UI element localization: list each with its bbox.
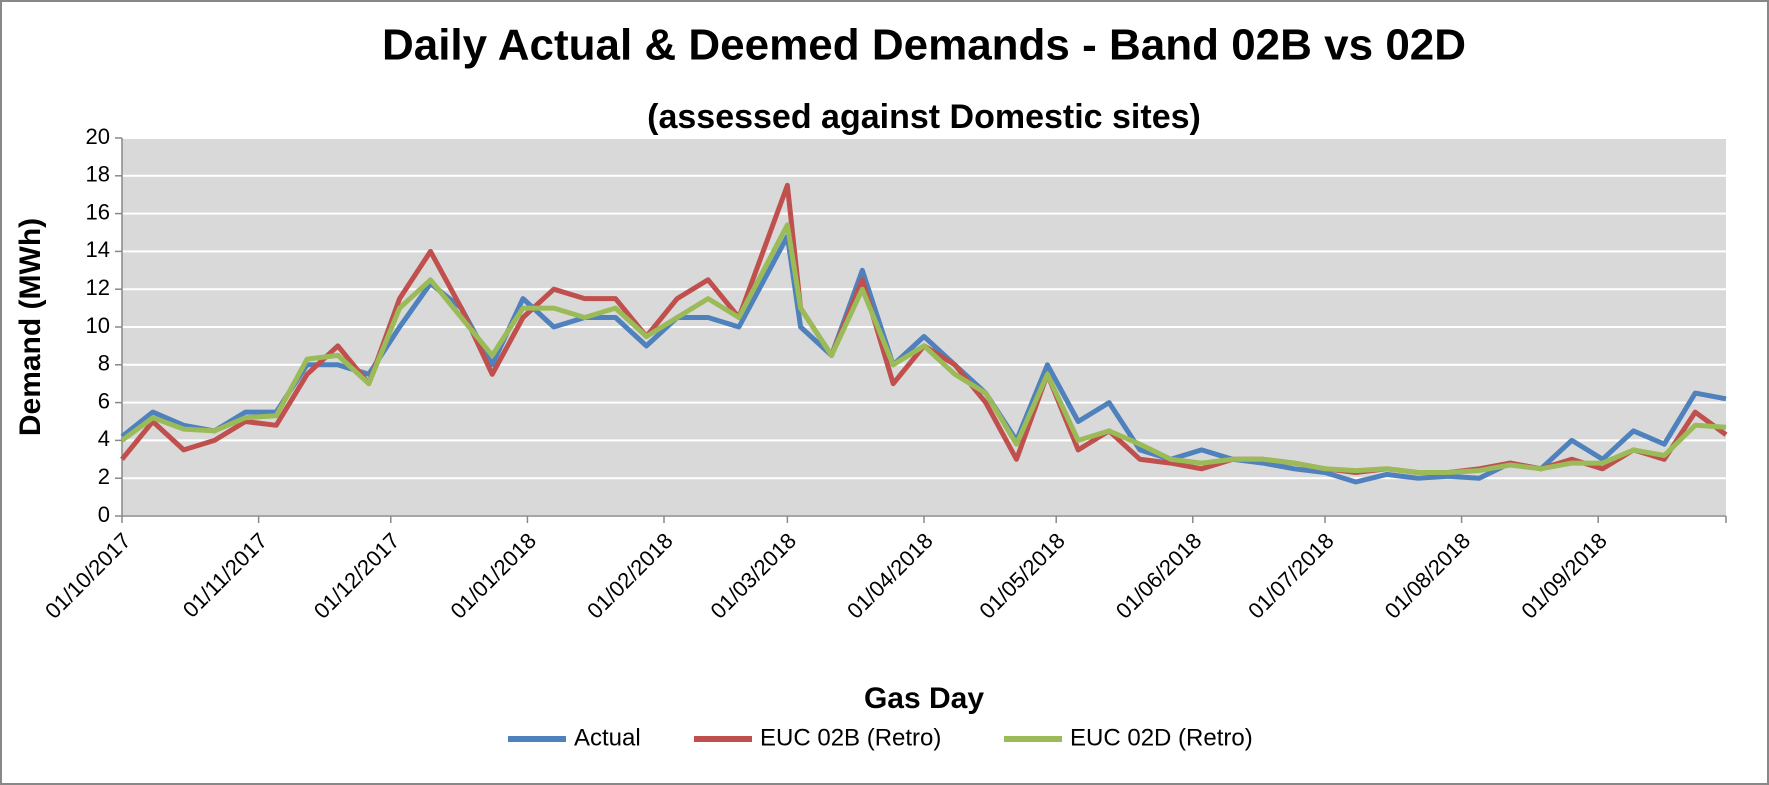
data-line — [120, 222, 1727, 475]
y-tick-label: 4 — [98, 426, 110, 451]
y-axis-title: Demand (MWh) — [14, 218, 47, 436]
legend-label: EUC 02D (Retro) — [1070, 724, 1253, 751]
chart-subtitle: (assessed against Domestic sites) — [647, 98, 1201, 136]
data-line — [120, 233, 1727, 485]
y-tick-label: 18 — [86, 162, 110, 187]
y-tick-label: 20 — [86, 124, 110, 149]
y-tick-label: 14 — [86, 237, 110, 262]
y-tick-label: 10 — [86, 313, 110, 338]
y-tick-label: 12 — [86, 275, 110, 300]
x-axis-title: Gas Day — [864, 682, 984, 715]
y-tick-label: 2 — [98, 464, 110, 489]
chart-title: Daily Actual & Deemed Demands - Band 02B… — [382, 21, 1466, 70]
y-tick-label: 6 — [98, 388, 110, 413]
y-tick-label: 8 — [98, 351, 110, 376]
legend-label: EUC 02B (Retro) — [760, 724, 941, 751]
y-tick-label: 0 — [98, 502, 110, 527]
legend-label: Actual — [574, 724, 641, 751]
y-tick-label: 16 — [86, 199, 110, 224]
